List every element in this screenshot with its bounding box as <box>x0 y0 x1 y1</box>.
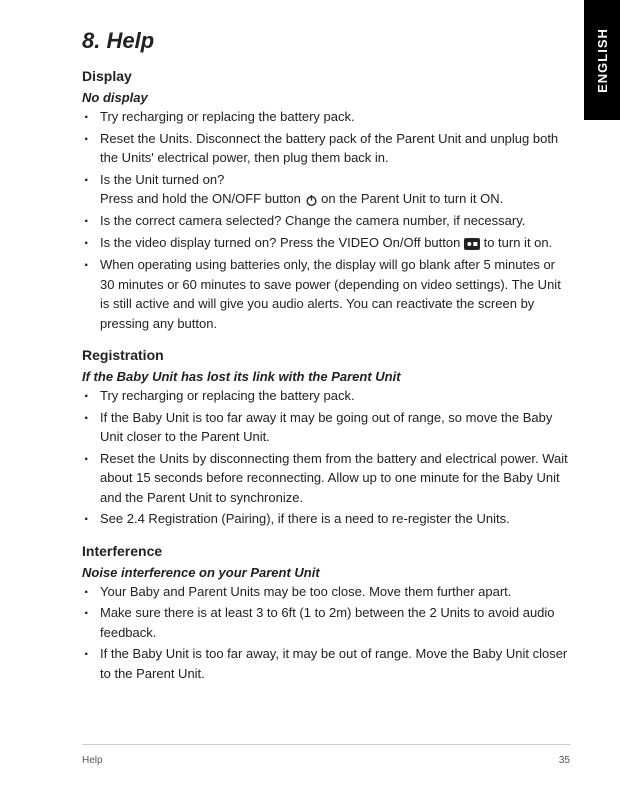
list-item-text: See 2.4 Registration (Pairing), if there… <box>100 511 510 526</box>
section-subheading-registration: If the Baby Unit has lost its link with … <box>82 369 570 384</box>
interference-list: Your Baby and Parent Units may be too cl… <box>82 582 570 684</box>
footer-left: Help <box>82 755 103 766</box>
list-item: See 2.4 Registration (Pairing), if there… <box>82 509 570 529</box>
list-item: Reset the Units by disconnecting them fr… <box>82 449 570 508</box>
list-item-text: Reset the Units by disconnecting them fr… <box>100 451 568 505</box>
list-item: Try recharging or replacing the battery … <box>82 386 570 406</box>
list-item-text: Press and hold the ON/OFF button <box>100 191 305 206</box>
page: ENGLISH 8. Help Display No display Try r… <box>0 0 620 786</box>
list-item: Try recharging or replacing the battery … <box>82 107 570 127</box>
list-item-text: to turn it on. <box>484 235 553 250</box>
video-icon <box>464 234 480 254</box>
list-item-text: Reset the Units. Disconnect the battery … <box>100 131 558 166</box>
display-list: Try recharging or replacing the battery … <box>82 107 570 333</box>
list-item: If the Baby Unit is too far away, it may… <box>82 644 570 683</box>
section-subheading-interference: Noise interference on your Parent Unit <box>82 565 570 580</box>
list-item-text: Your Baby and Parent Units may be too cl… <box>100 584 511 599</box>
list-item: Is the Unit turned on? Press and hold th… <box>82 170 570 210</box>
list-item-text: When operating using batteries only, the… <box>100 257 561 331</box>
list-item-text: Try recharging or replacing the battery … <box>100 109 355 124</box>
section-subheading-display: No display <box>82 90 570 105</box>
registration-list: Try recharging or replacing the battery … <box>82 386 570 529</box>
list-item-text: Is the Unit turned on? <box>100 172 224 187</box>
list-item-text: on the Parent Unit to turn it ON. <box>321 191 503 206</box>
list-item: Make sure there is at least 3 to 6ft (1 … <box>82 603 570 642</box>
list-item: If the Baby Unit is too far away it may … <box>82 408 570 447</box>
list-item-text: Is the video display turned on? Press th… <box>100 235 464 250</box>
power-icon <box>305 190 318 210</box>
section-heading-interference: Interference <box>82 543 570 559</box>
page-title: 8. Help <box>82 28 570 54</box>
page-footer: Help 35 <box>0 744 620 766</box>
footer-page-number: 35 <box>559 755 570 766</box>
list-item-text: Make sure there is at least 3 to 6ft (1 … <box>100 605 555 640</box>
language-tab-label: ENGLISH <box>595 28 610 93</box>
list-item: Is the correct camera selected? Change t… <box>82 211 570 231</box>
list-item: Your Baby and Parent Units may be too cl… <box>82 582 570 602</box>
section-heading-display: Display <box>82 68 570 84</box>
list-item-text: If the Baby Unit is too far away, it may… <box>100 646 567 681</box>
list-item-text: If the Baby Unit is too far away it may … <box>100 410 552 445</box>
language-tab: ENGLISH <box>584 0 620 120</box>
list-item: When operating using batteries only, the… <box>82 255 570 333</box>
list-item-text: Is the correct camera selected? Change t… <box>100 213 525 228</box>
section-heading-registration: Registration <box>82 347 570 363</box>
footer-rule <box>82 744 570 745</box>
list-item: Is the video display turned on? Press th… <box>82 233 570 253</box>
list-item: Reset the Units. Disconnect the battery … <box>82 129 570 168</box>
list-item-text: Try recharging or replacing the battery … <box>100 388 355 403</box>
